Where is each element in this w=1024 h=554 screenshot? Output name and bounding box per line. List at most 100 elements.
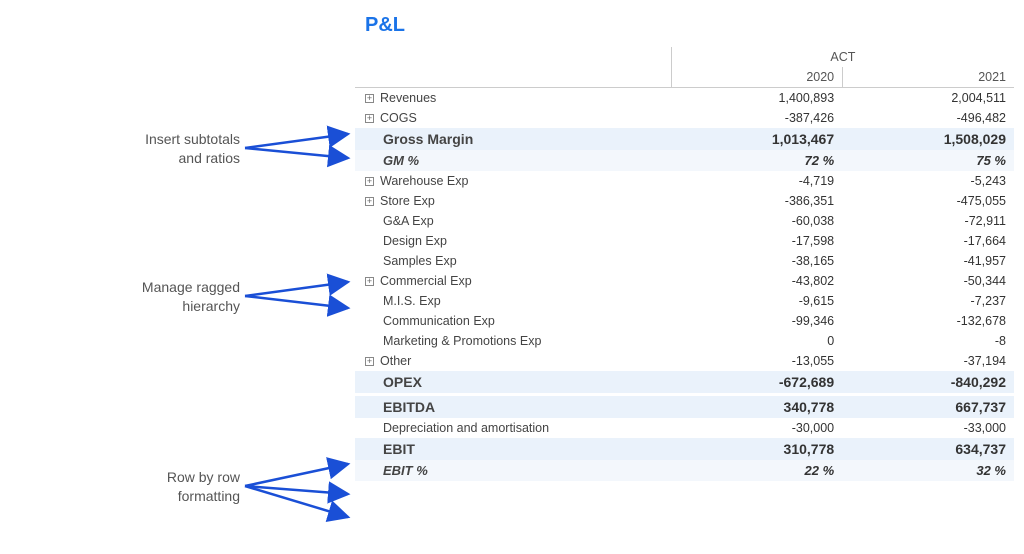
expand-icon[interactable]: + <box>365 357 374 366</box>
row-label: Design Exp <box>355 231 671 251</box>
expand-icon[interactable]: + <box>365 114 374 123</box>
row-label-text: Other <box>380 354 411 368</box>
row-label[interactable]: + Store Exp <box>355 191 671 211</box>
cell-value: 340,778 <box>671 396 842 418</box>
row-label-text: Store Exp <box>380 194 435 208</box>
cell-value: -50,344 <box>843 271 1014 291</box>
cell-value: -60,038 <box>671 211 842 231</box>
cell-value: -17,664 <box>843 231 1014 251</box>
cell-value: -17,598 <box>671 231 842 251</box>
table-row: M.I.S. Exp -9,615-7,237 <box>355 291 1014 311</box>
cell-value: -672,689 <box>671 371 842 393</box>
table-row: G&A Exp -60,038-72,911 <box>355 211 1014 231</box>
row-label-text: Samples Exp <box>383 254 457 268</box>
cell-value: -4,719 <box>671 171 842 191</box>
cell-value: -386,351 <box>671 191 842 211</box>
row-label[interactable]: + Revenues <box>355 88 671 109</box>
pl-tbody: +Revenues1,400,8932,004,511+COGS-387,426… <box>355 88 1014 482</box>
row-label: Samples Exp <box>355 251 671 271</box>
col-year-1[interactable]: 2021 <box>843 67 1014 88</box>
cell-value: -496,482 <box>843 108 1014 128</box>
row-label[interactable]: + Warehouse Exp <box>355 171 671 191</box>
cell-value: -38,165 <box>671 251 842 271</box>
row-label-text: Revenues <box>380 91 436 105</box>
table-row: Gross Margin 1,013,4671,508,029 <box>355 128 1014 150</box>
table-row: +COGS-387,426-496,482 <box>355 108 1014 128</box>
row-label-text: EBIT % <box>383 463 428 478</box>
cell-value: 667,737 <box>843 396 1014 418</box>
table-row: Design Exp -17,598-17,664 <box>355 231 1014 251</box>
expand-icon[interactable]: + <box>365 277 374 286</box>
table-row: OPEX-672,689-840,292 <box>355 371 1014 393</box>
row-label: EBIT % <box>355 460 671 481</box>
table-row: EBITDA 340,778667,737 <box>355 396 1014 418</box>
cell-value: -99,346 <box>671 311 842 331</box>
expand-icon[interactable]: + <box>365 197 374 206</box>
row-label-text: EBIT <box>383 441 415 457</box>
table-row: Depreciation and amortisation-30,000-33,… <box>355 418 1014 438</box>
row-label-text: Communication Exp <box>383 314 495 328</box>
row-label: GM % <box>355 150 671 171</box>
table-row: +Other-13,055-37,194 <box>355 351 1014 371</box>
cell-value: -5,243 <box>843 171 1014 191</box>
cell-value: -132,678 <box>843 311 1014 331</box>
row-label: EBITDA <box>355 396 671 418</box>
cell-value: -41,957 <box>843 251 1014 271</box>
expand-icon[interactable]: + <box>365 177 374 186</box>
table-row: + Revenues 1,400,8932,004,511 <box>355 88 1014 109</box>
cell-value: -8 <box>843 331 1014 351</box>
col-year-0[interactable]: 2020 <box>671 67 842 88</box>
row-label-text: Design Exp <box>383 234 447 248</box>
cell-value: -33,000 <box>843 418 1014 438</box>
cell-value: -840,292 <box>843 371 1014 393</box>
row-label-text: GM % <box>383 153 419 168</box>
cell-value: -475,055 <box>843 191 1014 211</box>
report-panel: P&L ACT 2020 2021 + Revenues 1,400,8932,00… <box>355 0 1024 554</box>
annotation-subtotals: Insert subtotals and ratios <box>90 130 240 168</box>
cell-value: -7,237 <box>843 291 1014 311</box>
row-label-text: EBITDA <box>383 399 435 415</box>
row-label: EBIT <box>355 438 671 460</box>
cell-value: 1,013,467 <box>671 128 842 150</box>
cell-value: 0 <box>671 331 842 351</box>
table-row: Samples Exp -38,165-41,957 <box>355 251 1014 271</box>
cell-value: 1,400,893 <box>671 88 842 109</box>
table-row: Communication Exp -99,346-132,678 <box>355 311 1014 331</box>
cell-value: -72,911 <box>843 211 1014 231</box>
row-label-text: Warehouse Exp <box>380 174 468 188</box>
row-label-text: G&A Exp <box>383 214 434 228</box>
cell-value: -9,615 <box>671 291 842 311</box>
row-label-text: Marketing & Promotions Exp <box>383 334 541 348</box>
cell-value: 75 % <box>843 150 1014 171</box>
table-row: GM % 72 %75 % <box>355 150 1014 171</box>
cell-value: -43,802 <box>671 271 842 291</box>
expand-icon[interactable]: + <box>365 94 374 103</box>
row-label-text: Gross Margin <box>383 131 473 147</box>
cell-value: -13,055 <box>671 351 842 371</box>
table-row: EBIT310,778634,737 <box>355 438 1014 460</box>
cell-value: 32 % <box>843 460 1014 481</box>
arrow-subtotals <box>245 130 355 190</box>
row-label-text: M.I.S. Exp <box>383 294 441 308</box>
row-label: M.I.S. Exp <box>355 291 671 311</box>
annotation-ragged: Manage ragged hierarchy <box>90 278 240 316</box>
table-row: + Warehouse Exp -4,719-5,243 <box>355 171 1014 191</box>
row-label[interactable]: + COGS <box>355 108 671 128</box>
row-label-text: COGS <box>380 111 417 125</box>
cell-value: 1,508,029 <box>843 128 1014 150</box>
row-label: Marketing & Promotions Exp <box>355 331 671 351</box>
row-label: Depreciation and amortisation <box>355 418 671 438</box>
arrow-ragged <box>245 278 355 338</box>
row-label-text: Commercial Exp <box>380 274 472 288</box>
cell-value: 22 % <box>671 460 842 481</box>
cell-value: 2,004,511 <box>843 88 1014 109</box>
col-group-act: ACT <box>671 47 1014 67</box>
row-label[interactable]: + Other <box>355 351 671 371</box>
report-title: P&L <box>355 10 1014 47</box>
cell-value: 72 % <box>671 150 842 171</box>
table-row: + Store Exp -386,351-475,055 <box>355 191 1014 211</box>
row-label[interactable]: + Commercial Exp <box>355 271 671 291</box>
annotation-rowfmt: Row by row formatting <box>90 468 240 506</box>
row-label: G&A Exp <box>355 211 671 231</box>
row-label: Communication Exp <box>355 311 671 331</box>
